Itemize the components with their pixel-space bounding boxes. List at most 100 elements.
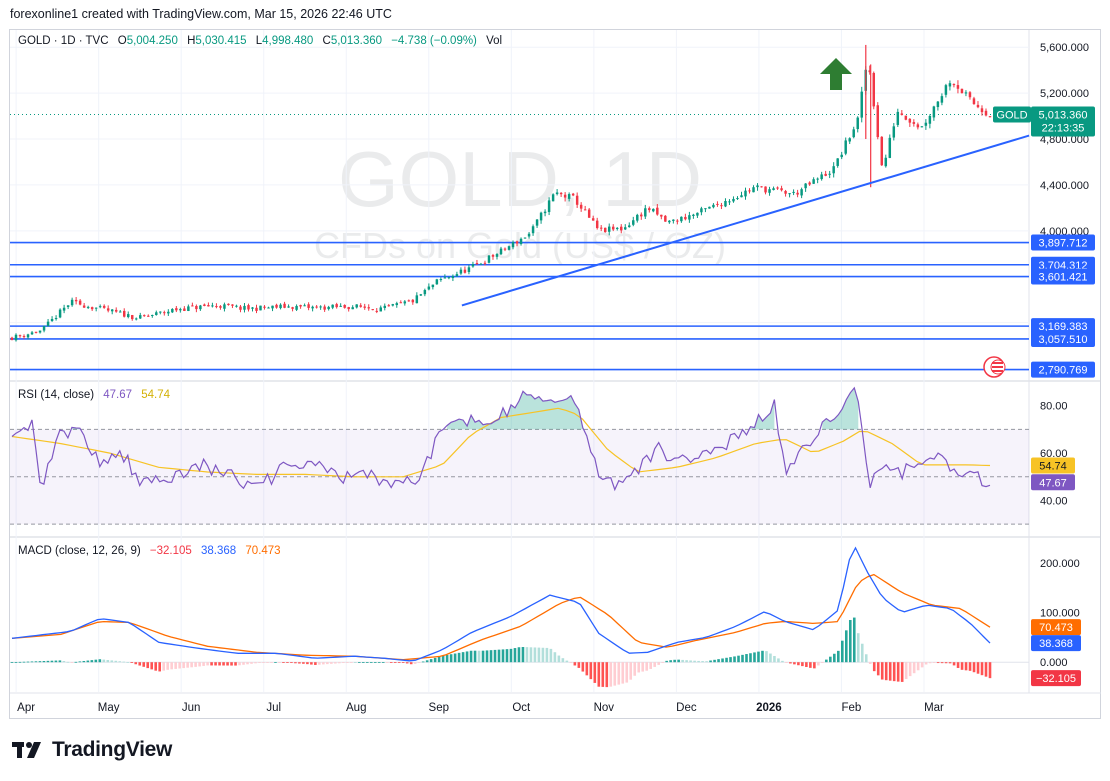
candle <box>796 189 799 198</box>
macd-hist-bar <box>896 662 900 682</box>
trendline-line[interactable] <box>461 134 1030 307</box>
macd-hist-bar <box>338 662 341 664</box>
candle <box>467 264 471 275</box>
macd-hist-tag[interactable]: −32.105 <box>1031 670 1081 687</box>
candle <box>255 304 258 314</box>
candle <box>475 259 479 265</box>
candle <box>114 307 118 313</box>
candle <box>744 187 747 200</box>
macd-hist-bar <box>621 662 625 684</box>
main-legend: GOLD · 1D · TVC O5,004.250 H5,030.415 L4… <box>18 35 502 47</box>
rsi-legend-name[interactable]: RSI (14, close) <box>18 389 95 401</box>
candle <box>171 308 174 314</box>
macd-hist-bar <box>38 661 42 663</box>
candle <box>423 288 427 297</box>
macd-hist-bar <box>322 662 325 665</box>
macd-value-tag[interactable]: 38.368 <box>1031 635 1081 652</box>
macd-hist-bar <box>194 662 197 667</box>
macd-hist-bar <box>18 661 22 663</box>
macd-hist-bar <box>932 662 936 663</box>
horizontal-levels[interactable] <box>10 114 1029 371</box>
macd-signal-tag[interactable]: 70.473 <box>1031 619 1081 636</box>
us-flag-icon[interactable] <box>983 356 1006 378</box>
macd-hist-bar <box>864 654 868 663</box>
candle <box>335 302 338 309</box>
candle <box>491 253 495 260</box>
candle <box>447 276 451 280</box>
macd-hist-bar <box>441 655 445 663</box>
macd-hist-bar <box>138 662 142 666</box>
macd-hist-bar <box>593 662 597 683</box>
macd-hist-bar <box>82 660 86 663</box>
x-tick-2026: 2026 <box>756 702 782 714</box>
tradingview-brand[interactable]: TradingView <box>12 738 172 762</box>
candle <box>347 306 350 312</box>
candle <box>279 303 282 310</box>
macd-hist-bar <box>769 653 772 663</box>
macd-hist-bar <box>629 662 633 680</box>
candle <box>680 216 683 223</box>
macd-hist-bar <box>649 662 652 669</box>
level-tag[interactable]: 3,169.383 <box>1031 318 1095 335</box>
candle <box>387 303 391 307</box>
candle <box>379 305 382 312</box>
candle <box>151 314 154 318</box>
candle <box>131 314 134 321</box>
macd-hist-bar <box>42 661 46 663</box>
rsi-ma-tag[interactable]: 54.74 <box>1031 457 1075 474</box>
macd-hist-bar <box>334 662 337 664</box>
macd-tick: 200.000 <box>1040 558 1080 570</box>
symbol-tag[interactable]: GOLD <box>993 106 1031 123</box>
candle <box>74 297 78 305</box>
macd-legend-name[interactable]: MACD (close, 12, 26, 9) <box>18 545 141 557</box>
macd-hist-bar <box>613 662 617 686</box>
price-axis[interactable]: 5,600.0005,200.0004,800.0004,400.0004,00… <box>993 42 1095 687</box>
level-tag[interactable]: 3,601.421 <box>1031 268 1095 285</box>
candle <box>531 224 535 236</box>
macd-hist-bar <box>421 661 425 663</box>
macd-hist-bar <box>122 661 126 663</box>
macd-hist-bar <box>545 647 549 663</box>
candle <box>752 185 755 193</box>
rsi-value-tag[interactable]: 47.67 <box>1031 474 1075 491</box>
candle <box>527 232 531 239</box>
legend-symbol[interactable]: GOLD · 1D · TVC <box>18 35 109 47</box>
level-tag[interactable]: 2,790.769 <box>1031 361 1095 378</box>
candle <box>716 201 719 207</box>
macd-hist-bar <box>733 656 736 663</box>
candle <box>143 314 146 317</box>
trendline[interactable] <box>461 134 1030 307</box>
macd-signal-tag-label: 70.473 <box>1039 622 1073 634</box>
legend-l-label: L <box>255 35 263 47</box>
macd-hist-bar <box>884 662 888 681</box>
candle <box>14 333 18 342</box>
macd-hist-bar <box>573 662 577 666</box>
rsi-legend-value: 47.67 <box>103 389 133 401</box>
candle <box>515 240 519 247</box>
macd-hist-bar <box>916 662 920 671</box>
candle <box>660 214 663 220</box>
candle <box>235 304 238 308</box>
macd-hist-bar <box>282 662 285 663</box>
macd-hist-bar <box>685 660 688 663</box>
macd-hist-bar <box>350 662 353 663</box>
level-tag[interactable]: 3,897.712 <box>1031 234 1095 251</box>
macd-hist-bar <box>821 662 824 663</box>
candle <box>571 192 575 197</box>
macd-hist-bar <box>521 647 525 663</box>
macd-hist-bar <box>709 660 712 663</box>
time-axis[interactable]: Apr May Jun Jul Aug Sep Oct Nov Dec 2026 Feb Mar <box>17 702 944 714</box>
candle <box>239 304 242 313</box>
macd-hist-bar <box>673 659 676 663</box>
candle <box>616 227 619 231</box>
macd-hist-bar <box>266 662 269 663</box>
chart-frame[interactable] <box>9 29 1101 719</box>
level-tag[interactable]: 3,057.510 <box>1031 330 1095 347</box>
tradingview-brand-text: TradingView <box>52 738 173 761</box>
candle <box>375 308 378 314</box>
candle <box>812 177 815 185</box>
macd-hist-bar <box>234 662 237 666</box>
legend-vol[interactable]: Vol <box>486 35 503 47</box>
